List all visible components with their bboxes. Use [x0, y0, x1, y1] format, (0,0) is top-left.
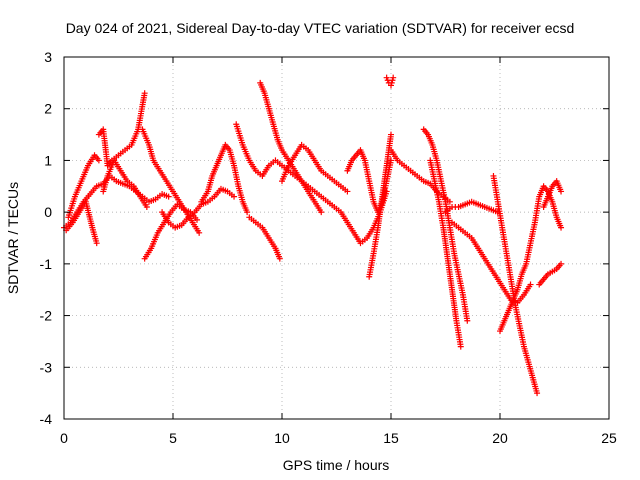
x-tick-label: 0: [60, 430, 68, 446]
data-point: [534, 390, 541, 397]
y-axis-label: SDTVAR / TECUs: [5, 182, 21, 294]
axis-ticks: 0 5 10 15 20 25 -4 -3 -2 -1 0 1 2 3: [40, 49, 617, 446]
data-point: [193, 216, 200, 223]
y-tick-label: -4: [40, 411, 53, 427]
data-point: [276, 255, 283, 262]
data-point: [558, 224, 565, 231]
y-tick-label: -2: [40, 308, 53, 324]
data-point: [318, 209, 325, 216]
data-point: [93, 240, 100, 247]
chart-title: Day 024 of 2021, Sidereal Day-to-day VTE…: [66, 20, 575, 36]
y-tick-label: 0: [44, 204, 52, 220]
y-tick-label: 3: [44, 49, 52, 65]
x-tick-label: 15: [383, 430, 399, 446]
data-point: [244, 209, 251, 216]
data-point: [558, 260, 565, 267]
data-point: [527, 281, 534, 288]
data-point: [95, 157, 102, 164]
plot-frame: [63, 56, 610, 420]
y-tick-label: -1: [40, 256, 53, 272]
y-tick-label: 1: [44, 152, 52, 168]
data-point: [141, 90, 148, 97]
y-tick-label: 2: [44, 101, 52, 117]
data-point: [390, 74, 397, 81]
y-tick-label: -3: [40, 359, 53, 375]
x-axis-label: GPS time / hours: [283, 457, 390, 473]
data-points: [61, 74, 565, 397]
data-point: [558, 188, 565, 195]
data-point: [464, 317, 471, 324]
data-point: [457, 343, 464, 350]
data-point: [388, 157, 394, 164]
data-point: [231, 193, 238, 200]
data-point: [388, 131, 394, 138]
x-tick-label: 10: [274, 430, 290, 446]
grid-lines: [64, 57, 609, 419]
x-tick-label: 20: [492, 430, 508, 446]
x-tick-label: 5: [169, 430, 177, 446]
data-point: [196, 229, 203, 236]
data-point: [143, 203, 150, 210]
x-tick-label: 25: [601, 430, 617, 446]
data-point: [344, 188, 351, 195]
data-point: [165, 193, 172, 200]
